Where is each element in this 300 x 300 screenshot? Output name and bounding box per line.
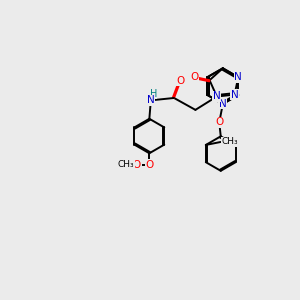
Text: N: N xyxy=(219,99,227,109)
Text: O: O xyxy=(215,117,224,128)
Text: H: H xyxy=(149,89,157,99)
Text: N: N xyxy=(147,95,155,105)
Text: O: O xyxy=(176,76,185,86)
Text: O: O xyxy=(190,72,199,82)
Text: O: O xyxy=(145,160,154,170)
Text: CH₃: CH₃ xyxy=(118,160,134,169)
Text: O: O xyxy=(133,160,141,170)
Text: N: N xyxy=(234,72,242,82)
Text: N: N xyxy=(231,90,239,100)
Text: CH₃: CH₃ xyxy=(221,137,238,146)
Text: O: O xyxy=(145,160,154,170)
Text: N: N xyxy=(213,92,221,101)
